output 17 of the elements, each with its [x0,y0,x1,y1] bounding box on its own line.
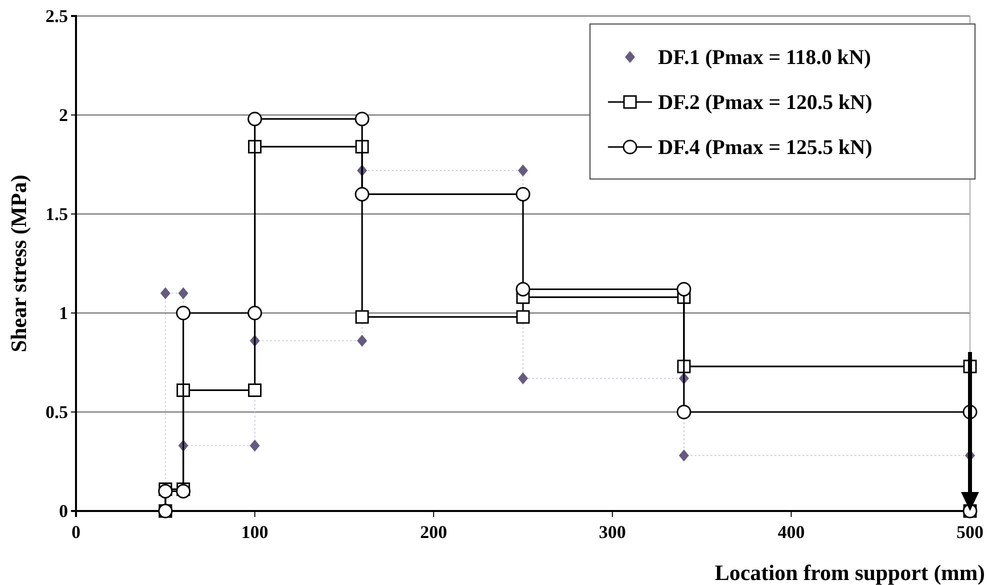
y-tick-label: 2.5 [46,6,68,26]
legend-label: DF.1 (Pmax = 118.0 kN) [658,45,872,69]
y-tick-label: 1 [59,302,68,323]
y-axis-title: Shear stress (MPa) [6,174,31,352]
y-tick-label: 1.5 [46,204,68,224]
x-tick-label: 200 [420,522,448,542]
legend-label: DF.4 (Pmax = 125.5 kN) [658,135,872,159]
x-tick-label: 0 [72,522,80,542]
x-tick-label: 500 [956,522,984,542]
x-tick-label: 300 [598,522,626,542]
y-tick-label: 0 [59,500,68,521]
x-tick-label: 100 [241,522,268,542]
x-axis-title: Location from support (mm) [714,560,985,585]
y-tick-label: 0.5 [46,402,68,422]
x-tick-label: 400 [778,522,805,542]
legend-label: DF.2 (Pmax = 120.5 kN) [658,90,872,114]
y-tick-label: 2 [59,104,68,125]
